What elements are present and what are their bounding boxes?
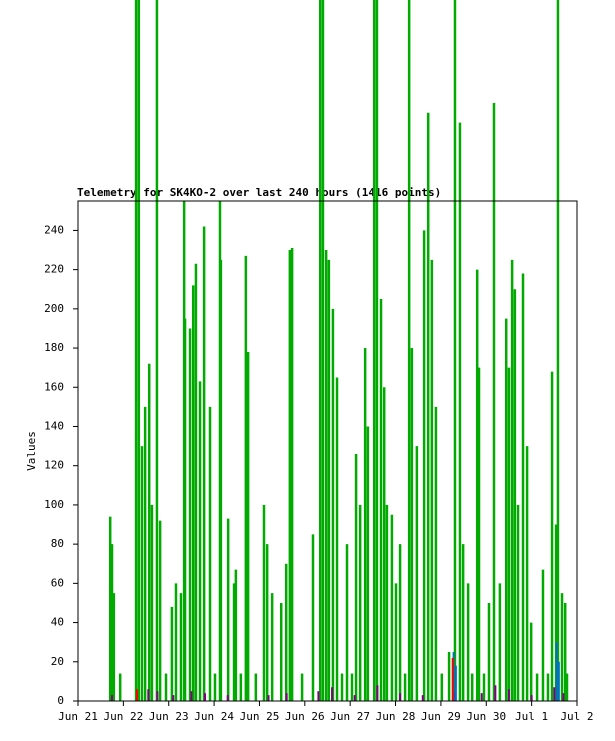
chart-title: Telemetry for SK4KO-2 over last 240 hour…	[77, 186, 441, 199]
x-tick-label: Jun 26	[285, 710, 325, 723]
y-tick-label: 200	[44, 302, 64, 315]
y-tick-label: 0	[57, 694, 64, 707]
y-tick-label: 180	[44, 341, 64, 354]
y-tick-label: 60	[51, 576, 64, 589]
x-tick-label: Jul 1	[515, 710, 548, 723]
y-axis-label: Values	[25, 431, 38, 471]
x-tick-label: Jul 2	[560, 710, 593, 723]
x-tick-label: Jun 24	[194, 710, 234, 723]
y-tick-label: 40	[51, 616, 64, 629]
x-tick-label: Jun 27	[330, 710, 370, 723]
x-tick-label: Jun 23	[149, 710, 189, 723]
plot-frame	[77, 200, 578, 702]
y-tick-label: 220	[44, 263, 64, 276]
y-tick-label: 160	[44, 380, 64, 393]
x-tick-label: Jun 29	[421, 710, 461, 723]
x-tick-label: Jun 25	[240, 710, 280, 723]
x-tick-label: Jun 30	[466, 710, 506, 723]
y-tick-label: 80	[51, 537, 64, 550]
x-tick-label: Jun 28	[376, 710, 416, 723]
y-tick-label: 140	[44, 419, 64, 432]
y-tick-label: 20	[51, 655, 64, 668]
y-tick-label: 120	[44, 459, 64, 472]
y-tick-label: 240	[44, 223, 64, 236]
x-tick-label: Jun 22	[103, 710, 143, 723]
y-tick-label: 100	[44, 498, 64, 511]
x-tick-label: Jun 21	[58, 710, 98, 723]
